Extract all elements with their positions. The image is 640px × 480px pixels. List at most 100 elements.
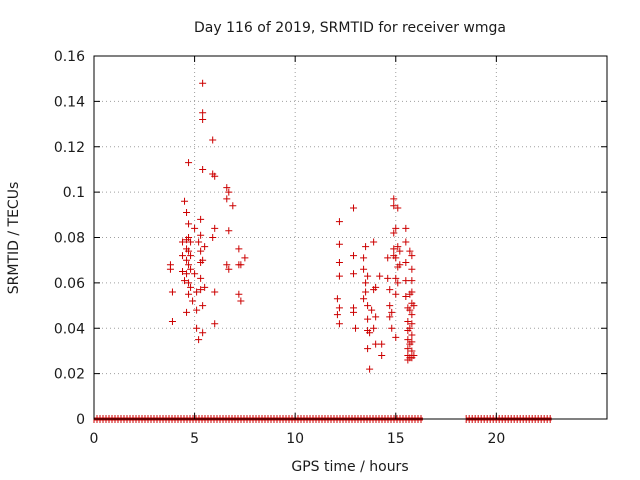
data-point xyxy=(335,218,343,226)
data-point xyxy=(168,288,176,296)
data-point xyxy=(372,340,380,348)
data-point xyxy=(390,245,398,253)
data-point xyxy=(404,336,412,344)
data-point xyxy=(181,277,189,285)
data-point xyxy=(223,184,231,192)
data-point xyxy=(211,288,219,296)
data-point xyxy=(406,306,414,314)
data-point xyxy=(362,243,370,251)
data-point xyxy=(392,290,400,298)
data-point xyxy=(197,231,205,239)
y-tick-label-5: 0.1 xyxy=(63,185,85,201)
data-point xyxy=(350,252,358,260)
data-point xyxy=(237,297,245,305)
data-point xyxy=(197,286,205,294)
data-point xyxy=(408,320,416,328)
x-tick-label-3: 15 xyxy=(387,431,405,447)
data-point xyxy=(187,265,195,273)
data-point xyxy=(195,238,203,246)
data-point xyxy=(364,272,372,280)
data-point xyxy=(187,238,195,246)
x-tick-label-0: 0 xyxy=(90,431,99,447)
data-point xyxy=(179,252,187,260)
data-point xyxy=(408,288,416,296)
data-point xyxy=(388,308,396,316)
data-point xyxy=(185,290,193,298)
data-point xyxy=(390,229,398,237)
data-point xyxy=(362,279,370,287)
y-tick-label-7: 0.14 xyxy=(54,94,85,110)
data-point xyxy=(408,347,416,355)
data-point xyxy=(392,224,400,232)
data-point xyxy=(189,297,197,305)
data-point xyxy=(394,243,402,251)
data-point xyxy=(402,258,410,266)
data-point xyxy=(201,243,209,251)
data-point xyxy=(388,324,396,332)
data-point xyxy=(378,340,386,348)
data-point xyxy=(335,240,343,248)
data-point xyxy=(402,238,410,246)
data-point xyxy=(364,315,372,323)
x-tick-label-2: 10 xyxy=(286,431,304,447)
data-point xyxy=(368,306,376,314)
data-point xyxy=(183,270,191,278)
data-point xyxy=(376,272,384,280)
data-point xyxy=(384,254,392,262)
data-point xyxy=(364,345,372,353)
data-point xyxy=(370,238,378,246)
data-point xyxy=(183,256,191,264)
data-point xyxy=(360,265,368,273)
axis-ticks: 0 0.02 0.04 0.06 0.08 0.1 0.12 0.14 0.16 0 5 10 15 20 xyxy=(54,49,607,447)
chart-title: Day 116 of 2019, SRMTID for receiver wmg… xyxy=(194,20,506,36)
data-point xyxy=(235,290,243,298)
data-point xyxy=(185,261,193,269)
data-point xyxy=(350,308,358,316)
data-point xyxy=(392,333,400,341)
data-point xyxy=(384,274,392,282)
data-point xyxy=(229,202,237,210)
data-point xyxy=(211,224,219,232)
data-point xyxy=(406,247,414,255)
data-point xyxy=(402,277,410,285)
data-point xyxy=(199,116,207,124)
data-point xyxy=(209,234,217,241)
data-point xyxy=(386,286,394,294)
data-point xyxy=(362,288,370,296)
data-point xyxy=(241,254,249,262)
data-point xyxy=(392,254,400,262)
data-point xyxy=(225,188,233,196)
data-point xyxy=(183,209,191,217)
data-point xyxy=(396,261,404,269)
y-tick-label-4: 0.08 xyxy=(54,231,85,247)
y-tick-label-0: 0 xyxy=(76,412,85,428)
data-point xyxy=(223,195,231,203)
y-axis-label: SRMTID / TECUs xyxy=(6,182,22,295)
data-point xyxy=(360,295,368,303)
data-point xyxy=(193,306,201,314)
data-point xyxy=(410,302,418,310)
data-point xyxy=(201,283,209,291)
y-tick-label-6: 0.12 xyxy=(54,140,85,156)
data-point xyxy=(199,109,207,117)
data-point xyxy=(199,302,207,310)
data-point xyxy=(179,238,187,246)
data-point xyxy=(408,252,416,260)
data-point xyxy=(185,234,193,241)
data-point xyxy=(335,272,343,280)
data-point xyxy=(199,329,207,337)
data-point xyxy=(179,268,187,276)
data-point xyxy=(408,338,416,346)
data-point xyxy=(199,79,207,87)
data-point xyxy=(360,254,368,262)
data-point xyxy=(404,317,412,325)
data-point xyxy=(193,324,201,332)
data-point xyxy=(390,195,398,203)
data-point xyxy=(408,311,416,319)
data-point xyxy=(195,336,203,344)
data-point xyxy=(335,258,343,266)
data-point xyxy=(225,227,233,235)
data-points xyxy=(166,79,418,373)
